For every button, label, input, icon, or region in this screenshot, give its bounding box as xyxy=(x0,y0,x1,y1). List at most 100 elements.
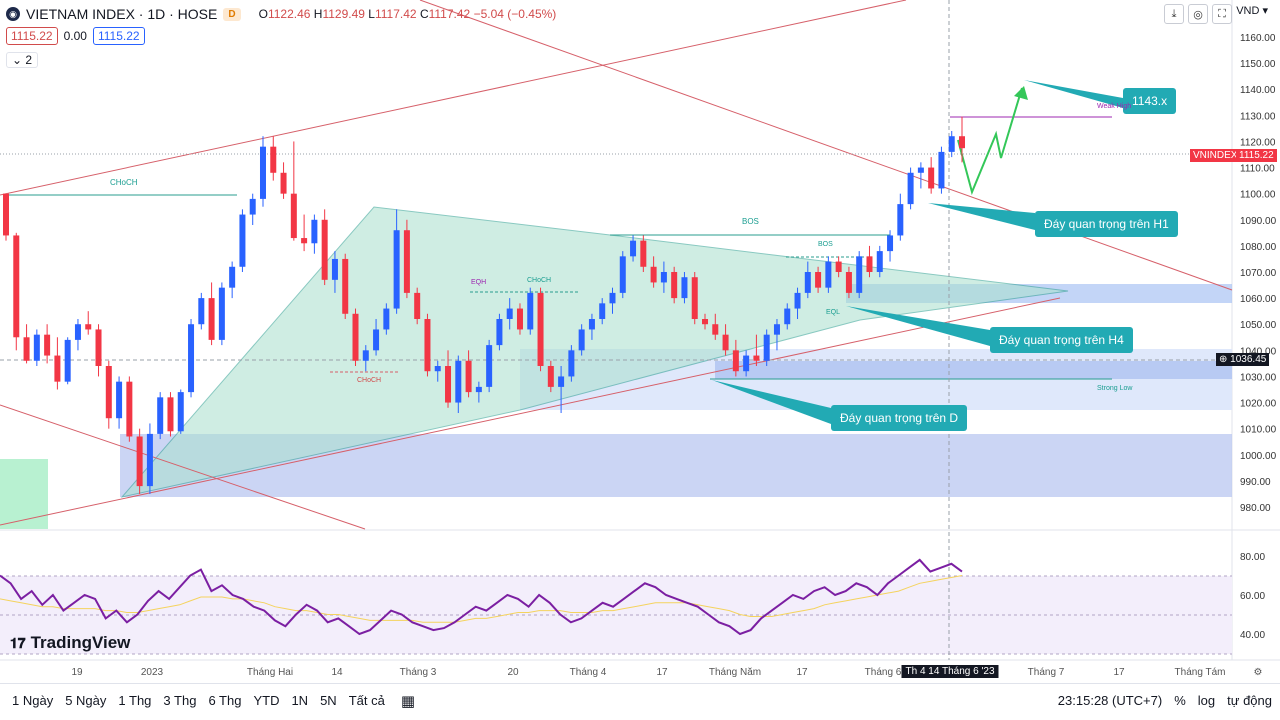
candle-body[interactable] xyxy=(856,256,863,293)
range-button[interactable]: 1N xyxy=(291,693,309,708)
candle-body[interactable] xyxy=(486,345,493,387)
candle-body[interactable] xyxy=(177,392,184,432)
candle-body[interactable] xyxy=(208,298,215,340)
candle-body[interactable] xyxy=(465,360,472,393)
candle-body[interactable] xyxy=(527,292,534,330)
candle-body[interactable] xyxy=(188,324,195,393)
candle-body[interactable] xyxy=(784,308,791,325)
candle-body[interactable] xyxy=(506,308,513,319)
candle-body[interactable] xyxy=(414,292,421,319)
candle-body[interactable] xyxy=(239,214,246,267)
candle-body[interactable] xyxy=(301,238,308,244)
candle-body[interactable] xyxy=(475,386,482,393)
candle-body[interactable] xyxy=(434,366,441,372)
candle-body[interactable] xyxy=(866,256,873,272)
fullscreen-icon[interactable]: ⛶ xyxy=(1212,4,1232,24)
candle-body[interactable] xyxy=(74,324,81,340)
candle-body[interactable] xyxy=(702,319,709,325)
range-button[interactable]: 6 Thg xyxy=(208,693,242,708)
candle-body[interactable] xyxy=(599,303,606,319)
candle-body[interactable] xyxy=(743,355,750,372)
candle-body[interactable] xyxy=(198,298,205,325)
candle-body[interactable] xyxy=(331,258,338,280)
crosshair-price-tag[interactable]: ⊕ 1036.45 xyxy=(1216,353,1270,366)
candle-body[interactable] xyxy=(249,198,256,215)
candle-body[interactable] xyxy=(44,334,51,356)
candle-body[interactable] xyxy=(352,313,359,361)
candle-body[interactable] xyxy=(681,277,688,299)
rsi-line[interactable] xyxy=(0,558,963,636)
range-button[interactable]: 5N xyxy=(320,693,337,708)
candle-body[interactable] xyxy=(496,319,503,346)
candle-body[interactable] xyxy=(54,355,61,382)
log-toggle[interactable]: log xyxy=(1197,693,1216,708)
range-button[interactable]: YTD xyxy=(253,693,280,708)
candle-body[interactable] xyxy=(650,266,657,283)
candle-body[interactable] xyxy=(804,272,811,293)
calendar-icon[interactable]: ▦ xyxy=(400,692,416,710)
candle-body[interactable] xyxy=(146,433,153,487)
candle-body[interactable] xyxy=(424,319,431,372)
candle-body[interactable] xyxy=(845,272,852,293)
candle-body[interactable] xyxy=(259,146,266,199)
range-button[interactable]: 1 Thg xyxy=(118,693,152,708)
symbol-title[interactable]: VIETNAM INDEX · 1D · HOSE xyxy=(26,6,218,22)
settings-gear-icon[interactable]: ⚙ xyxy=(1253,667,1263,678)
currency-selector[interactable]: VND ▾ xyxy=(1236,5,1268,17)
download-icon[interactable]: ⤓ xyxy=(1164,4,1184,24)
candle-body[interactable] xyxy=(609,292,616,304)
candle-body[interactable] xyxy=(218,287,225,340)
candle-body[interactable] xyxy=(928,167,935,189)
callout-bottom-d[interactable]: Đáy quan trọng trên D xyxy=(831,405,968,431)
sell-price-box[interactable]: 1115.22 xyxy=(6,27,58,45)
candle-body[interactable] xyxy=(403,230,410,293)
candle-body[interactable] xyxy=(373,329,380,351)
candle-body[interactable] xyxy=(691,277,698,319)
range-button[interactable]: 3 Thg xyxy=(163,693,197,708)
candle-body[interactable] xyxy=(537,292,544,366)
candle-body[interactable] xyxy=(105,366,112,419)
candle-body[interactable] xyxy=(835,261,842,272)
candle-body[interactable] xyxy=(558,376,565,387)
clock-readout[interactable]: 23:15:28 (UTC+7) xyxy=(1057,693,1163,708)
candle-body[interactable] xyxy=(342,258,349,314)
plus-circle-icon[interactable]: ⊕ xyxy=(1219,354,1228,365)
range-button[interactable]: Tất cả xyxy=(348,693,385,708)
candle-body[interactable] xyxy=(897,204,904,236)
candle-body[interactable] xyxy=(917,167,924,173)
candle-body[interactable] xyxy=(393,230,400,309)
candle-body[interactable] xyxy=(362,350,369,361)
candle-body[interactable] xyxy=(938,151,945,189)
candle-body[interactable] xyxy=(280,172,287,194)
candle-body[interactable] xyxy=(229,266,236,288)
candle-body[interactable] xyxy=(270,146,277,173)
range-button[interactable]: 5 Ngày xyxy=(65,693,107,708)
candle-body[interactable] xyxy=(763,334,770,361)
candle-body[interactable] xyxy=(568,350,575,377)
candle-body[interactable] xyxy=(311,219,318,244)
candle-body[interactable] xyxy=(753,355,760,361)
candle-body[interactable] xyxy=(13,235,20,338)
callout-target[interactable]: 1143.x xyxy=(1123,88,1177,114)
candle-body[interactable] xyxy=(712,324,719,335)
candle-body[interactable] xyxy=(907,172,914,205)
buy-price-box[interactable]: 1115.22 xyxy=(92,27,145,45)
candle-body[interactable] xyxy=(660,272,667,283)
candle-body[interactable] xyxy=(455,360,462,403)
callout-bottom-h1[interactable]: Đáy quan trọng trên H1 xyxy=(1035,211,1178,237)
candle-body[interactable] xyxy=(23,337,30,361)
candle-body[interactable] xyxy=(290,193,297,239)
camera-icon[interactable]: ◎ xyxy=(1188,4,1208,24)
candle-body[interactable] xyxy=(825,261,832,288)
candle-body[interactable] xyxy=(116,381,123,419)
candle-body[interactable] xyxy=(85,324,92,330)
candle-body[interactable] xyxy=(887,235,894,252)
auto-toggle[interactable]: tự động xyxy=(1227,693,1272,708)
candle-body[interactable] xyxy=(3,193,9,236)
candle-body[interactable] xyxy=(136,436,143,487)
candle-body[interactable] xyxy=(64,339,71,382)
indicators-toggle[interactable]: ⌄ 2 xyxy=(6,52,39,68)
candle-body[interactable] xyxy=(95,329,102,366)
candle-body[interactable] xyxy=(619,256,626,293)
